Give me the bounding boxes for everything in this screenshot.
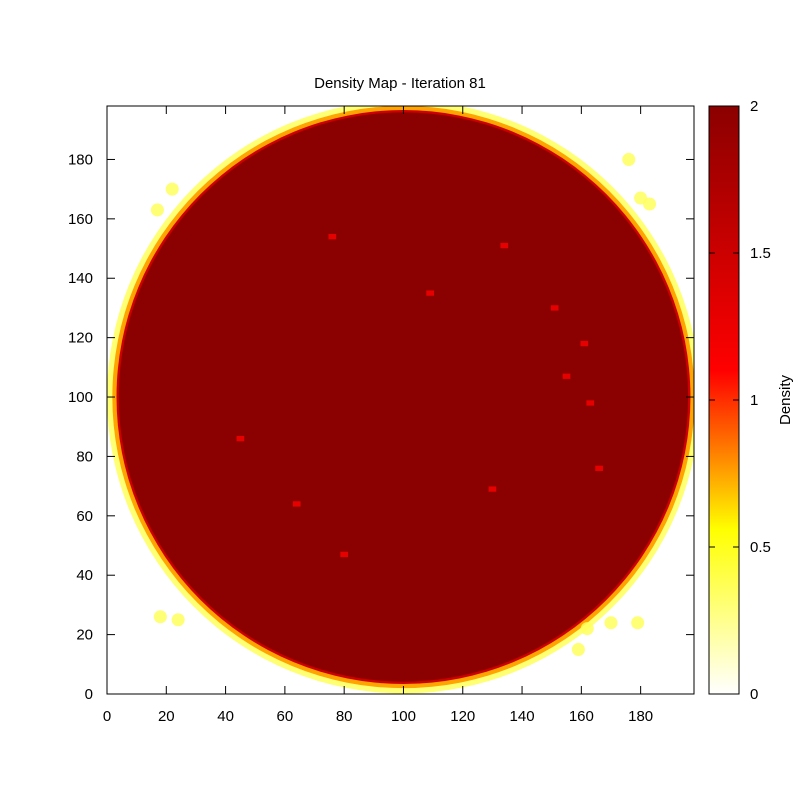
interior-spot-5 xyxy=(500,242,509,249)
edge-spot-10 xyxy=(643,197,657,211)
y-tick-label-9: 180 xyxy=(68,151,93,168)
interior-spot-1 xyxy=(292,501,301,507)
y-tick-label-7: 140 xyxy=(68,270,93,287)
x-tick-label-3: 60 xyxy=(277,708,294,725)
interior-spot-0 xyxy=(236,435,245,442)
colorbar-label: Density xyxy=(777,374,794,425)
x-tick-label-2: 40 xyxy=(217,708,234,725)
interior-spot-2 xyxy=(340,551,349,558)
edge-spot-6 xyxy=(631,616,645,630)
colorbar-ticks: 0 0.5 1 1.5 2 xyxy=(709,98,771,703)
x-tick-label-7: 140 xyxy=(510,708,535,725)
edge-spot-8 xyxy=(622,152,636,166)
x-tick-label-6: 120 xyxy=(450,708,475,725)
colorbar-tick-label-3: 1.5 xyxy=(750,245,771,262)
edge-spot-1 xyxy=(150,203,164,217)
colorbar-tick-label-0: 0 xyxy=(750,686,758,703)
y-tick-label-2: 40 xyxy=(76,567,93,584)
interior-spot-6 xyxy=(550,305,559,311)
x-tick-label-9: 180 xyxy=(628,708,653,725)
plot-area xyxy=(107,106,694,694)
interior-spot-4 xyxy=(488,486,497,492)
plot-frame xyxy=(106,105,695,695)
y-tick-label-3: 60 xyxy=(76,508,93,525)
x-tick-label-1: 20 xyxy=(158,708,175,725)
edge-spot-7 xyxy=(571,642,585,656)
y-tick-label-1: 20 xyxy=(76,627,93,644)
interior-spot-7 xyxy=(562,373,571,379)
interior-spot-11 xyxy=(328,233,337,240)
chart-title: Density Map - Iteration 81 xyxy=(314,75,486,92)
density-core xyxy=(118,112,689,682)
interior-spot-9 xyxy=(595,465,603,471)
edge-spot-0 xyxy=(165,182,179,196)
y-axis: 0 20 40 60 80 100 120 140 160 180 xyxy=(68,151,694,703)
edge-spot-3 xyxy=(171,613,185,627)
y-tick-label-4: 80 xyxy=(76,448,93,465)
edge-spot-4 xyxy=(580,622,594,636)
x-tick-label-5: 100 xyxy=(391,708,416,725)
y-tick-label-6: 120 xyxy=(68,330,93,347)
x-tick-label-0: 0 xyxy=(103,708,111,725)
y-tick-label-0: 0 xyxy=(85,686,93,703)
y-tick-label-5: 100 xyxy=(68,389,93,406)
x-tick-label-4: 80 xyxy=(336,708,353,725)
edge-spot-2 xyxy=(153,610,167,624)
x-tick-label-8: 160 xyxy=(569,708,594,725)
y-tick-label-8: 160 xyxy=(68,211,93,228)
x-axis: 0 20 40 60 80 100 120 140 160 180 xyxy=(103,106,653,725)
interior-spot-8 xyxy=(586,400,595,406)
interior-spot-3 xyxy=(426,290,435,296)
edge-spot-5 xyxy=(604,616,618,630)
colorbar-tick-label-2: 1 xyxy=(750,392,758,409)
interior-spot-10 xyxy=(580,340,589,347)
colorbar-tick-label-1: 0.5 xyxy=(750,539,771,556)
colorbar-tick-label-4: 2 xyxy=(750,98,758,115)
